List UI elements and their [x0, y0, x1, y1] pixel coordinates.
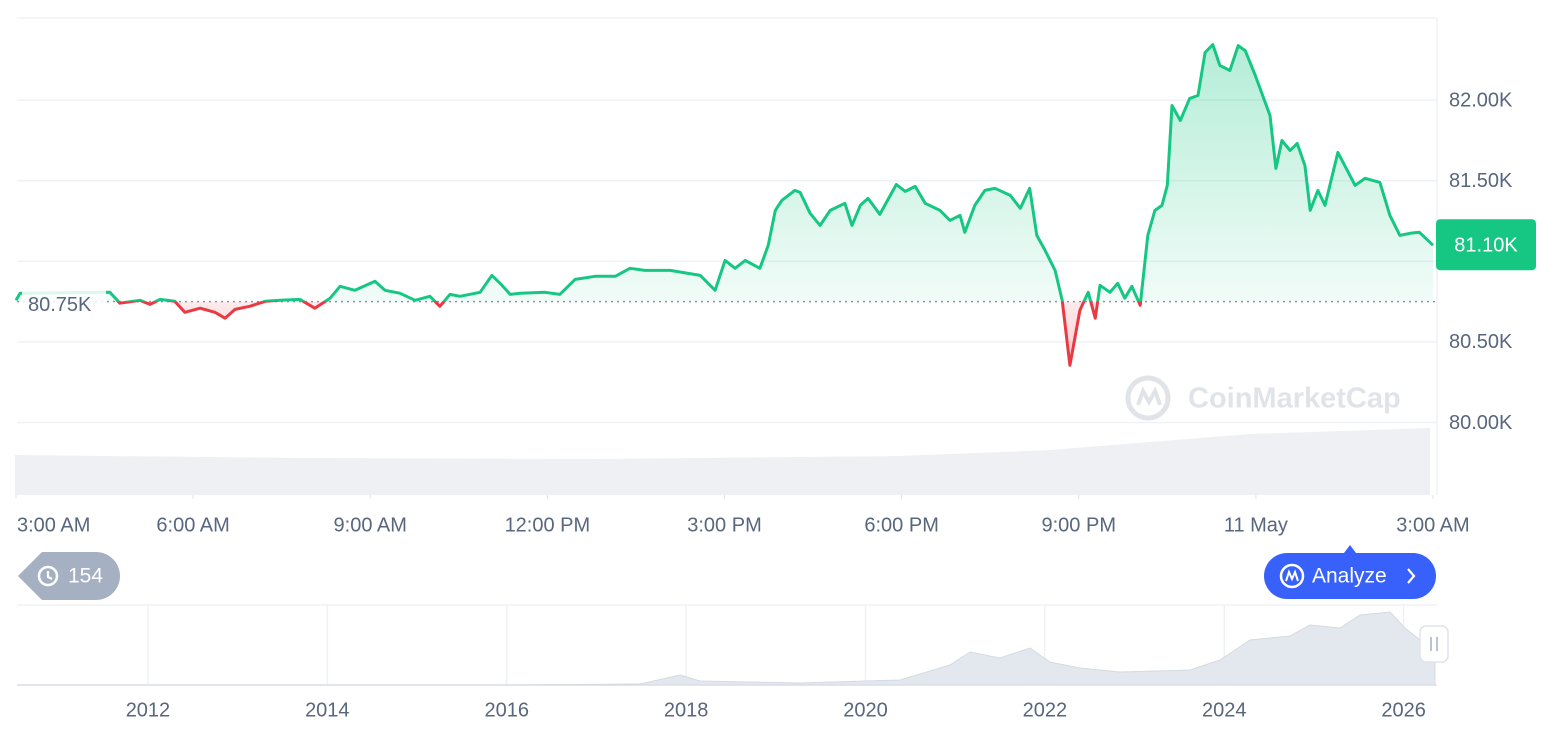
navigator-tick-label: 2016 [484, 699, 529, 721]
analyze-icon [1279, 563, 1305, 589]
analyze-button-bg[interactable] [1264, 553, 1436, 599]
baseline-label-bg [22, 288, 106, 315]
analyze-icon-mark [1285, 569, 1299, 582]
y-tick-label: 80.50K [1449, 331, 1513, 353]
y-tick-label: 81.50K [1449, 170, 1513, 192]
analyze-button[interactable]: Analyze [1264, 545, 1436, 599]
x-tick-label: 6:00 AM [156, 514, 229, 536]
history-badge-bg[interactable] [18, 552, 120, 600]
watermark-text: CoinMarketCap [1188, 383, 1401, 415]
navigator-handle[interactable] [1419, 625, 1449, 663]
x-tick-label: 9:00 PM [1042, 514, 1116, 536]
analyze-label[interactable]: Analyze [1312, 565, 1387, 588]
watermark-logo-mark [1136, 386, 1162, 407]
area-fill [16, 44, 1433, 366]
navigator-tick-label: 2012 [126, 699, 171, 721]
navigator-tick-label: 2020 [843, 699, 888, 721]
history-badge[interactable]: 154 [18, 552, 120, 600]
watermark-logo [1125, 375, 1171, 421]
price-line [14, 43, 1435, 367]
analyze-chevron [1407, 568, 1416, 584]
x-tick-label: 3:00 AM [17, 514, 90, 536]
baseline-label: 80.75K [28, 294, 92, 316]
x-tick-label: 3:00 PM [687, 514, 761, 536]
y-tick-label: 82.00K [1449, 89, 1513, 111]
x-tick-label: 9:00 AM [334, 514, 407, 536]
navigator-tick-label: 2024 [1202, 699, 1247, 721]
y-tick-label: 80.00K [1449, 412, 1513, 434]
x-tick-label: 6:00 PM [864, 514, 938, 536]
navigator-tick-label: 2026 [1381, 699, 1426, 721]
watermark: CoinMarketCap [1125, 375, 1401, 421]
navigator: 2012 2014 2016 2018 2020 2022 2024 2026 [126, 605, 1426, 721]
analyze-pointer [1344, 545, 1356, 553]
history-count: 154 [68, 565, 103, 588]
history-icon [37, 565, 59, 587]
volume-area [15, 428, 1430, 495]
x-tick-label: 3:00 AM [1396, 514, 1469, 536]
navigator-tick-label: 2022 [1023, 699, 1068, 721]
history-icon-hands [46, 571, 53, 580]
last-price-label: 81.10K [1454, 235, 1518, 257]
navigator-tick-label: 2014 [305, 699, 350, 721]
x-tick-label: 11 May [1224, 514, 1288, 536]
x-tick-label: 12:00 PM [505, 514, 591, 536]
navigator-area [17, 611, 1436, 686]
last-price-badge [1436, 219, 1536, 271]
navigator-tick-label: 2018 [664, 699, 709, 721]
plot: 80.75K [14, 43, 1435, 367]
